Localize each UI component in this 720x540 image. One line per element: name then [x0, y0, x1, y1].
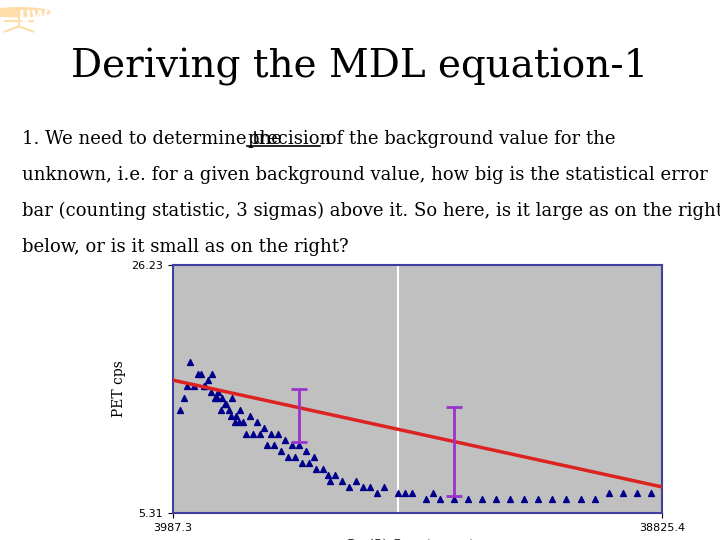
Point — [254, 429, 266, 438]
X-axis label: Ca (3) Spectrometer: Ca (3) Spectrometer — [346, 538, 490, 540]
Point — [505, 495, 516, 503]
Y-axis label: PET cps: PET cps — [112, 360, 126, 417]
Point — [294, 441, 305, 450]
Point — [211, 394, 222, 402]
Point — [195, 370, 207, 379]
Point — [297, 459, 308, 468]
Point — [617, 489, 629, 497]
Point — [477, 495, 488, 503]
Point — [207, 370, 218, 379]
Point — [174, 406, 186, 414]
Point — [219, 400, 230, 408]
Point — [322, 471, 333, 480]
Point — [427, 489, 438, 497]
Point — [269, 441, 280, 450]
Point — [198, 382, 210, 390]
Point — [282, 453, 294, 462]
Text: Deriving the MDL equation-1: Deriving the MDL equation-1 — [71, 49, 649, 86]
Point — [215, 406, 227, 414]
Point — [575, 495, 586, 503]
Point — [251, 417, 263, 426]
Point — [276, 447, 287, 456]
Text: precision: precision — [248, 130, 332, 147]
Point — [212, 388, 224, 396]
Point — [289, 453, 301, 462]
Point — [392, 489, 404, 497]
Point — [230, 411, 242, 420]
Point — [202, 376, 214, 384]
Point — [462, 495, 474, 503]
Point — [533, 495, 544, 503]
Point — [226, 394, 238, 402]
Point — [245, 411, 256, 420]
Point — [220, 400, 232, 408]
Point — [248, 429, 259, 438]
Point — [181, 382, 193, 390]
Point — [266, 429, 277, 438]
Point — [336, 477, 347, 485]
Point — [350, 477, 361, 485]
Point — [325, 477, 336, 485]
Point — [279, 435, 291, 444]
Point — [357, 483, 369, 491]
Circle shape — [0, 8, 50, 17]
Point — [434, 495, 446, 503]
Point — [233, 417, 245, 426]
Point — [179, 394, 190, 402]
Point — [307, 453, 319, 462]
Point — [329, 471, 341, 480]
Point — [631, 489, 642, 497]
Point — [235, 406, 246, 414]
Point — [210, 394, 221, 402]
Point — [229, 417, 240, 426]
Text: of the background value for the: of the background value for the — [320, 130, 616, 147]
Point — [318, 465, 329, 474]
Point — [364, 483, 376, 491]
Point — [205, 388, 217, 396]
Point — [546, 495, 558, 503]
Point — [287, 441, 298, 450]
Point — [273, 429, 284, 438]
Point — [240, 429, 252, 438]
Point — [217, 394, 228, 402]
Point — [603, 489, 614, 497]
Point — [199, 382, 211, 390]
Point — [645, 489, 657, 497]
Point — [258, 423, 270, 432]
Point — [589, 495, 600, 503]
Text: 1. We need to determine the: 1. We need to determine the — [22, 130, 287, 147]
Point — [310, 465, 322, 474]
Point — [378, 483, 390, 491]
Point — [343, 483, 354, 491]
Point — [261, 441, 273, 450]
Point — [192, 370, 204, 379]
Text: UW-Madison Geology  777: UW-Madison Geology 777 — [19, 10, 243, 25]
Point — [223, 406, 235, 414]
Point — [406, 489, 418, 497]
Point — [449, 495, 460, 503]
Point — [225, 411, 236, 420]
Point — [490, 495, 502, 503]
Point — [301, 447, 312, 456]
Point — [561, 495, 572, 503]
Point — [238, 417, 249, 426]
Point — [518, 495, 530, 503]
Point — [420, 495, 432, 503]
Point — [184, 358, 196, 367]
Text: bar (counting statistic, 3 sigmas) above it. So here, is it large as on the righ: bar (counting statistic, 3 sigmas) above… — [22, 202, 720, 220]
Point — [399, 489, 410, 497]
Point — [304, 459, 315, 468]
Text: below, or is it small as on the right?: below, or is it small as on the right? — [22, 238, 348, 256]
Point — [371, 489, 382, 497]
Point — [189, 382, 200, 390]
Text: unknown, i.e. for a given background value, how big is the statistical error: unknown, i.e. for a given background val… — [22, 166, 707, 184]
